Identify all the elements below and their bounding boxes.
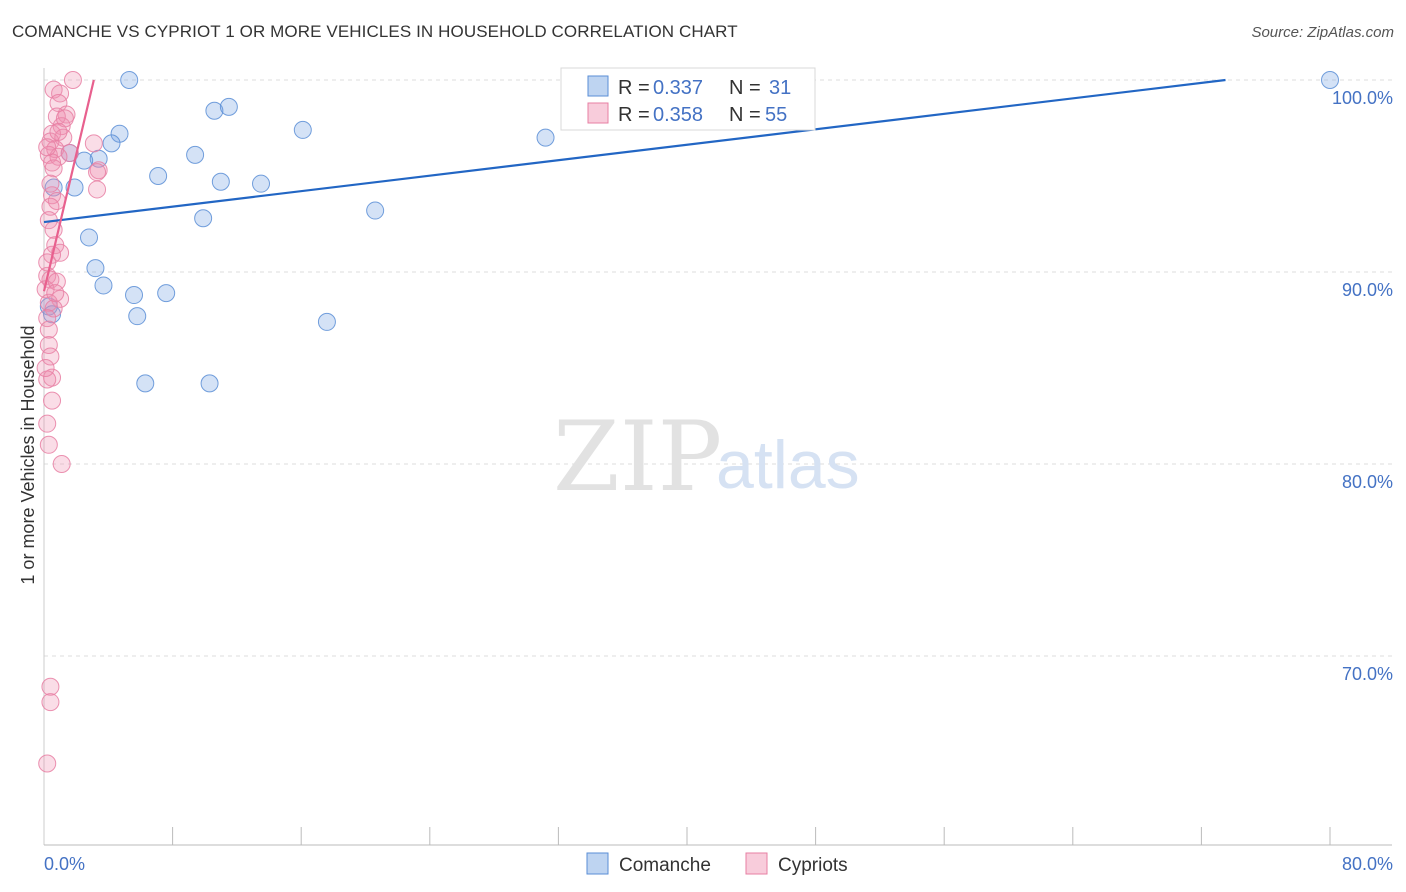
y-tick-label-0: 100.0%: [1332, 88, 1393, 108]
grid-lines: [44, 79, 1392, 657]
cypriots-point-39: [52, 455, 71, 473]
cypriots-point-52: [36, 359, 55, 377]
comanche-point-6: [293, 120, 312, 139]
legend-swatch-comanche: [587, 75, 609, 97]
comanche-point-23: [125, 286, 144, 305]
cypriots-point-12: [60, 143, 79, 162]
comanche-point-13: [149, 167, 168, 185]
watermark-atlas: atlas: [716, 427, 860, 503]
legend-n-value-cypriots: 55: [765, 104, 787, 126]
cypriots-point-37: [38, 414, 57, 433]
cypriots-point-43: [38, 138, 57, 157]
legend-n-label-cypriots: N =: [729, 104, 761, 126]
cypriots-point-29: [51, 289, 70, 308]
y-tick-labels: 100.0% 90.0% 80.0% 70.0%: [1332, 88, 1393, 684]
cypriots-point-36: [38, 370, 57, 389]
comanche-point-15: [252, 174, 271, 193]
comanche-point-21: [86, 259, 105, 278]
comanche-point-22: [94, 276, 113, 295]
cypriots-point-18: [88, 180, 107, 199]
x-tick-label-0: 0.0%: [44, 854, 85, 874]
cypriots-point-50: [47, 272, 66, 291]
cypriots-point-54: [46, 284, 65, 303]
comanche-point-18: [366, 201, 385, 220]
y-axis-label: 1 or more Vehicles in Household: [18, 325, 38, 584]
comanche-point-26: [317, 312, 336, 331]
cypriots-point-30: [39, 293, 58, 312]
x-tick-label-1: 80.0%: [1342, 854, 1393, 874]
axes: [43, 68, 1392, 846]
cypriots-point-40: [41, 677, 60, 696]
cypriots-point-17: [88, 163, 107, 182]
y-tick-label-3: 70.0%: [1342, 664, 1393, 684]
cypriots-point-34: [41, 347, 60, 366]
legend: R = 0.337 N = 31 R = 0.358 N = 55: [560, 67, 816, 131]
cypriots-trend-line: [42, 79, 95, 292]
cypriots-point-46: [49, 122, 68, 141]
cypriots-point-32: [38, 309, 57, 328]
cypriots-point-33: [39, 335, 58, 354]
source-label: Source: ZipAtlas.com: [1251, 24, 1394, 41]
cypriots-point-41: [41, 693, 60, 712]
comanche-point-3: [205, 101, 224, 120]
comanche-point-0: [120, 71, 139, 89]
bottom-legend-swatch-cypriots: [745, 852, 768, 875]
legend-box: [560, 67, 816, 131]
cypriots-point-0: [63, 71, 82, 89]
legend-r-label-comanche: R =: [618, 77, 650, 99]
cypriots-point-31: [44, 299, 63, 318]
x-tick-labels: 0.0% 80.0%: [44, 854, 1393, 874]
watermark-zip: ZIP: [553, 401, 722, 513]
cypriots-point-10: [84, 134, 103, 153]
comanche-point-4: [219, 97, 238, 116]
legend-n-value-comanche: 31: [769, 77, 791, 99]
comanche-point-25: [128, 307, 147, 326]
bottom-legend-label-comanche: Comanche: [619, 855, 711, 876]
comanche-point-19: [194, 209, 213, 228]
comanche-trend-line: [43, 78, 1226, 224]
cypriots-point-2: [51, 84, 70, 103]
cypriots-point-51: [39, 320, 58, 339]
cypriots-point-44: [44, 159, 63, 178]
comanche-point-27: [136, 374, 155, 393]
legend-swatch-cypriots: [587, 102, 609, 124]
cypriots-point-53: [43, 391, 62, 410]
cypriots-point-42: [38, 754, 57, 773]
cypriots-point-7: [43, 124, 62, 143]
comanche-point-14: [211, 172, 230, 191]
cypriots-point-38: [39, 435, 58, 454]
cypriots-point-19: [43, 186, 62, 205]
comanche-point-8: [102, 134, 121, 153]
comanche-point-7: [536, 128, 555, 147]
cypriots-point-47: [41, 174, 60, 193]
chart-title: COMANCHE VS CYPRIOT 1 OR MORE VEHICLES I…: [12, 22, 738, 41]
legend-r-value-comanche: 0.337: [653, 77, 703, 99]
comanche-point-24: [157, 284, 176, 303]
comanche-point-2: [1321, 71, 1339, 89]
comanche-point-10: [186, 145, 205, 164]
legend-n-label-comanche: N =: [729, 77, 761, 99]
legend-r-label-cypriots: R =: [618, 104, 650, 126]
bottom-legend-label-cypriots: Cypriots: [778, 855, 848, 876]
legend-r-value-cypriots: 0.358: [653, 104, 703, 126]
y-tick-label-1: 90.0%: [1342, 280, 1393, 300]
bottom-legend-swatch-comanche: [586, 852, 609, 875]
comanche-point-28: [200, 374, 219, 393]
comanche-point-20: [80, 228, 99, 247]
y-tick-label-2: 80.0%: [1342, 472, 1393, 492]
bottom-legend: Comanche Cypriots: [586, 852, 848, 876]
trend-lines: [42, 78, 1226, 292]
cypriots-point-21: [41, 197, 60, 216]
